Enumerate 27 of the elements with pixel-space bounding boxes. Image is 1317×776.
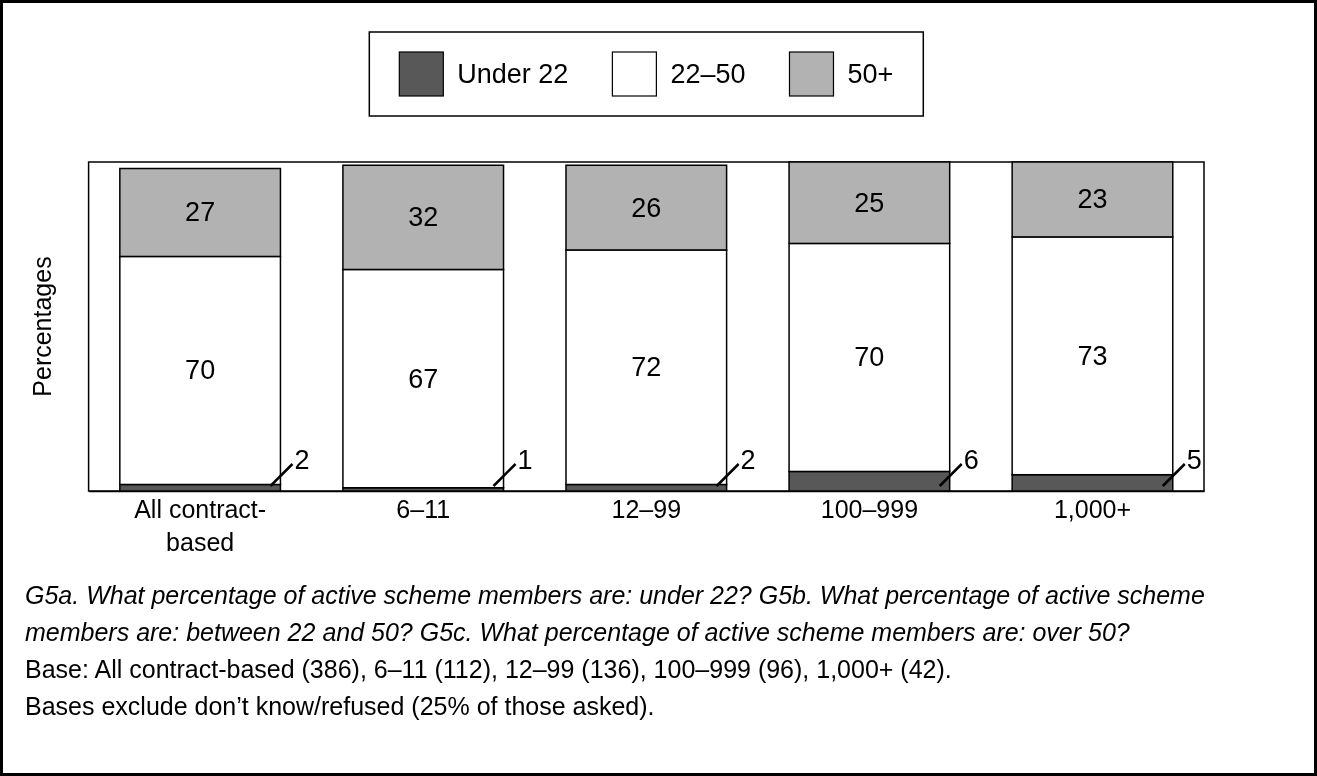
data-label: 2 — [740, 445, 756, 475]
x-tick-label: All contract-based — [134, 495, 267, 556]
data-label: 27 — [185, 197, 216, 228]
legend-label: 22–50 — [670, 59, 746, 89]
data-label: 70 — [185, 355, 216, 386]
data-label: 25 — [854, 187, 885, 218]
data-label: 72 — [631, 352, 662, 383]
data-label: 6 — [963, 445, 979, 475]
data-label: 2 — [294, 445, 310, 475]
text: G5a. What percentage of active scheme members are: under 22? G5b. What percentage of active scheme members are: between 22 and 50? G5c. What percentage of active scheme members are: over 50? — [25, 581, 1205, 646]
data-label: 23 — [1077, 184, 1108, 215]
data-label: 70 — [854, 342, 885, 373]
data-label: 67 — [408, 363, 439, 394]
data-label: 32 — [408, 202, 439, 233]
x-tick-label: 12–99 — [611, 495, 682, 523]
data-label: 5 — [1186, 445, 1202, 475]
text: Base: All contract-based (386), 6–11 (112), 12–99 (136), 100–999 (96), 1,000+ (42). — [25, 655, 952, 683]
data-label: 73 — [1077, 340, 1108, 371]
data-label: 1 — [517, 445, 533, 475]
y-axis-title: Percentages — [28, 256, 56, 397]
text: Bases exclude don’t know/refused (25% of those asked). — [25, 692, 655, 720]
data-label: 26 — [631, 192, 662, 223]
x-tick-label: 100–999 — [820, 495, 919, 523]
x-tick-label: 1,000+ — [1053, 495, 1132, 523]
x-tick-label: 6–11 — [396, 495, 451, 523]
legend-label: Under 22 — [457, 59, 569, 89]
legend-label: 50+ — [847, 59, 894, 89]
